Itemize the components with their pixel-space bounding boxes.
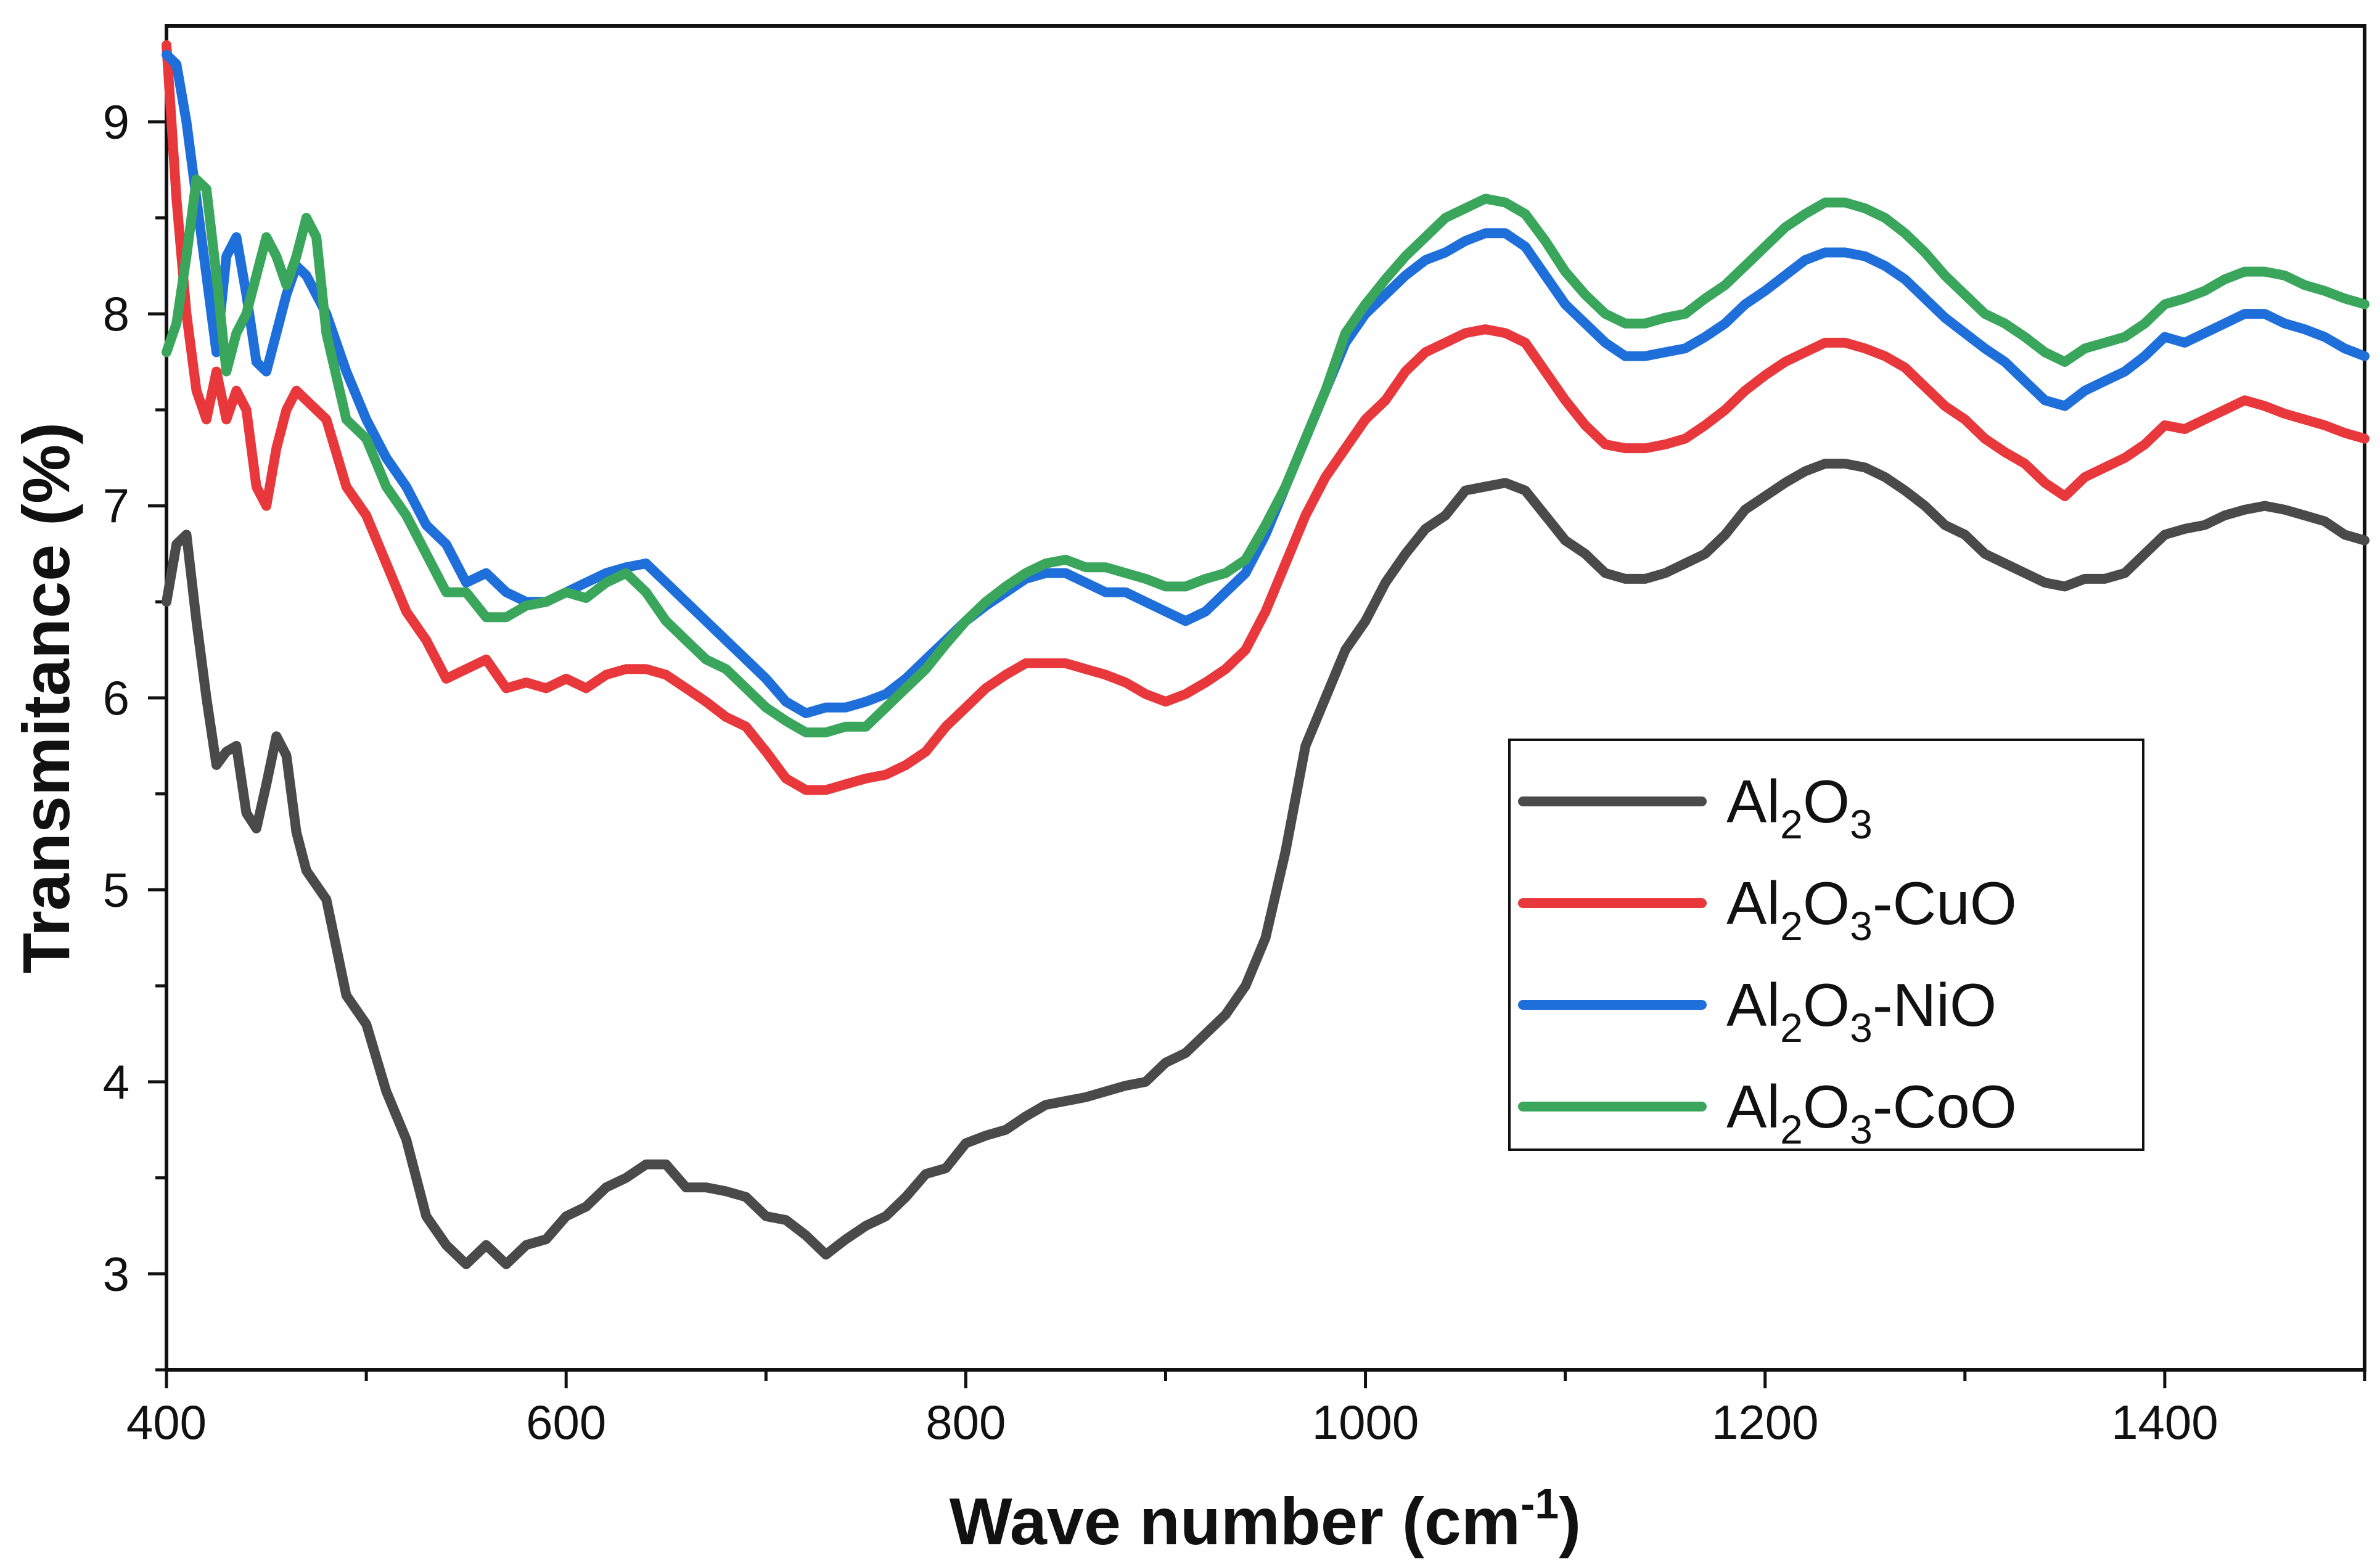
- x-axis-title-sup: -1: [1520, 1480, 1559, 1528]
- legend-label-part: 2: [1780, 801, 1803, 847]
- legend-label: Al2O3-NiO: [1726, 971, 1996, 1050]
- x-axis-title-close: ): [1559, 1484, 1581, 1558]
- x-tick-label: 1400: [2111, 1395, 2218, 1449]
- y-tick-label: 3: [103, 1247, 129, 1301]
- legend-box: [1508, 739, 2144, 1151]
- legend-label-part: Al: [1726, 768, 1780, 835]
- legend-label-part: O: [1803, 869, 1850, 937]
- legend-label-part: -CoO: [1873, 1073, 2017, 1140]
- legend-label: Al2O3: [1726, 768, 1873, 847]
- axis-ticks: [148, 120, 2366, 1388]
- x-tick-label: 1000: [1312, 1395, 1419, 1449]
- legend-label-part: 2: [1780, 1005, 1803, 1050]
- legend-label: Al2O3-CuO: [1726, 869, 2017, 949]
- series-line-al2o3-coo: [162, 174, 2370, 738]
- legend-label-part: -CuO: [1873, 869, 2017, 937]
- x-tick-label: 1200: [1712, 1395, 1819, 1449]
- y-tick-label: 6: [103, 671, 129, 725]
- x-tick-label: 400: [126, 1395, 207, 1449]
- legend-label-part: Al: [1726, 971, 1780, 1039]
- y-tick-label: 9: [103, 95, 129, 149]
- x-tick-label: 800: [925, 1395, 1006, 1449]
- legend-label-part: 3: [1850, 1005, 1873, 1050]
- legend-label-part: 3: [1850, 801, 1873, 847]
- legend-label-part: 3: [1850, 903, 1873, 949]
- legend-label-part: 3: [1850, 1107, 1873, 1152]
- plot-frame: [165, 24, 2366, 1372]
- legend-label-part: Al: [1726, 1073, 1780, 1140]
- y-tick-label: 7: [103, 479, 129, 533]
- legend-label-part: 2: [1780, 903, 1803, 949]
- series-line-al2o3-nio: [162, 49, 2370, 718]
- legend-label-part: O: [1803, 768, 1850, 835]
- tick-labels: 400 600 800 1000 1200 1400 3 4 5 6 7 8 9: [103, 95, 2218, 1449]
- series-lines: [162, 40, 2370, 1269]
- legend-label-part: Al: [1726, 869, 1780, 937]
- x-axis-title: Wave number (cm-1): [950, 1480, 1581, 1558]
- legend-label: Al2O3-CoO: [1726, 1073, 2017, 1152]
- legend-label-part: 2: [1780, 1107, 1803, 1152]
- series-line-al2o3: [162, 459, 2370, 1269]
- legend-label-part: O: [1803, 971, 1850, 1039]
- x-tick-label: 600: [526, 1395, 606, 1449]
- legend-label-part: -NiO: [1873, 971, 1996, 1039]
- x-axis-title-main: Wave number (cm: [950, 1484, 1520, 1558]
- legend-label-part: O: [1803, 1073, 1850, 1140]
- series-line-al2o3-cuo: [162, 40, 2370, 795]
- y-tick-label: 8: [103, 287, 129, 341]
- y-tick-label: 5: [103, 862, 129, 917]
- y-axis-title: Transmitance (%): [9, 422, 83, 973]
- y-tick-label: 4: [103, 1055, 129, 1109]
